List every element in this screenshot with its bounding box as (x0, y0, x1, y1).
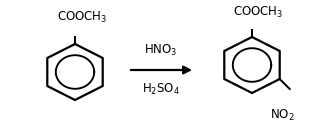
Text: COOCH$_3$: COOCH$_3$ (233, 5, 283, 20)
Text: HNO$_3$: HNO$_3$ (144, 43, 178, 58)
Text: H$_2$SO$_4$: H$_2$SO$_4$ (142, 82, 180, 97)
Text: COOCH$_3$: COOCH$_3$ (57, 10, 107, 25)
Text: NO$_2$: NO$_2$ (270, 108, 295, 123)
